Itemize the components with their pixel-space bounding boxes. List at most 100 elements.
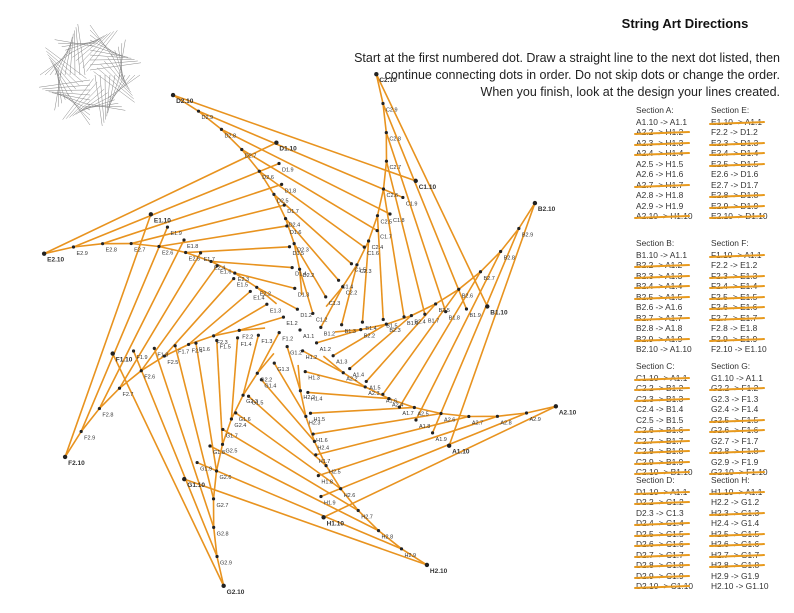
dot-label: A1.6 [386,398,397,404]
dot-label: A1.9 [436,437,447,443]
dot [212,525,216,529]
instruction-line: B2.7 -> A1.7 [636,313,714,324]
dot [439,411,443,416]
dot [341,371,345,375]
dot [277,161,281,166]
dot-label: A2.4 [392,403,403,409]
dot [198,251,203,255]
dot-label: E2.6 [162,251,173,257]
dot [162,354,166,358]
dot-label: A2.8 [500,420,511,426]
dot [306,390,310,395]
dot-label: G1.7 [226,433,238,439]
section-heading: Section C: [636,361,675,371]
thumb-line [74,30,76,76]
string-line [242,335,260,396]
dot-label: C1.9 [406,201,418,207]
instruction-line: E2.9 -> D1.9 [711,201,789,212]
dot-label: G2.3 [246,399,258,405]
string-art-pattern: A1.2 A1.3 A1.4 A1.5 A1.6 A1.7 A1.8 A1.9 A1.10 A2.… [41,71,577,596]
dot [298,328,302,332]
instruction-line: H1.10 -> A1.1 [711,487,789,498]
thumb-line [61,41,97,47]
instruction-line: H2.8 -> G1.8 [711,560,789,571]
dot [387,396,391,401]
dot [340,323,344,327]
instruction-line: D2.7 -> C1.7 [636,550,714,561]
dot-label: B2.8 [504,255,515,261]
string-line [210,260,293,269]
dot [464,307,469,311]
dot-label: H1.10 [327,520,345,527]
dot-label: H1.6 [316,438,328,444]
instruction-line: E2.5 -> D1.5 [711,159,789,170]
string-line [248,395,327,467]
dot-label: F2.7 [122,392,133,398]
dot [412,405,416,410]
string-line [130,204,285,245]
instruction-line: E1.10 -> A1.1 [711,117,789,128]
string-line [184,478,428,566]
dot-label: D1.6 [290,230,302,236]
arm-curve [322,355,557,418]
instruction-line: D2.3 -> C1.3 [636,507,684,518]
dot [211,497,216,501]
instruction-line: D2.10 -> C1.10 [636,581,714,592]
string-line [158,225,288,248]
dot-label: F1.4 [241,342,252,348]
dot [397,405,402,409]
thumb-line [45,89,91,91]
dot [375,228,379,233]
dot-label: B2.9 [522,233,533,239]
dot-label: B1.9 [469,313,480,319]
section-g: Section G: G1.10 -> A1.1 G2.2 -> F1.2 G2.3 … [711,361,789,478]
dot-label: A1.2 [320,347,331,353]
dots: A1.2 A1.3 A1.4 A1.5 A1.6 A1.7 A1.8 A1.9 A1.10 A2.… [41,71,577,596]
string-line [273,362,307,417]
section-a: Section A: A1.10 -> A1.1 A2.2 -> H1.2 A2.3 … [636,105,714,222]
dot [402,315,406,319]
dot-label: B2.4 [414,320,425,326]
dot [265,302,269,306]
instructions-text: Start at the first numbered dot. Draw a … [354,51,780,99]
dot-label: H2.10 [430,568,448,575]
dot-label: E1.9 [170,231,181,237]
dot-label: H2.5 [329,470,341,476]
dot-label: E1.5 [237,283,248,289]
string-line [172,94,416,182]
string-line [256,332,280,374]
thumb-line [47,54,80,86]
dot [209,259,213,264]
dot [285,344,289,349]
string-line [349,314,412,370]
dot-label: C1.4 [342,284,354,290]
string-line [234,272,295,290]
instruction-line: D2.2 -> C1.2 [636,497,714,508]
dot [356,508,360,513]
dot-label: B2.5 [439,308,450,314]
dot [241,393,245,397]
dot [221,583,226,589]
dot-label: E2.8 [106,248,117,254]
dot [362,245,366,249]
dot [430,431,435,435]
dot [366,239,371,243]
instruction-line: G2.10 -> F1.10 [711,467,789,478]
section-c: Section C: C1.10 -> A1.1 C2.2 -> B1.2 C2.3 … [636,361,714,478]
thumb-line [83,103,119,109]
dot-label: H1.9 [324,500,336,506]
dot-label: G1.6 [239,417,251,423]
dot [257,169,261,173]
instruction-line: F2.9 -> E1.9 [711,334,789,345]
thumb-line [89,59,135,61]
dot-label: E2.10 [47,257,64,264]
string-line [188,290,251,346]
thumb-line [67,93,91,126]
dot [384,322,388,326]
dot-label: G2.4 [234,423,246,429]
dot-label: G1.2 [290,351,302,357]
dot [349,262,354,266]
dot-label: G1.9 [200,467,212,473]
thumb-line [46,50,84,83]
dot [240,147,244,152]
